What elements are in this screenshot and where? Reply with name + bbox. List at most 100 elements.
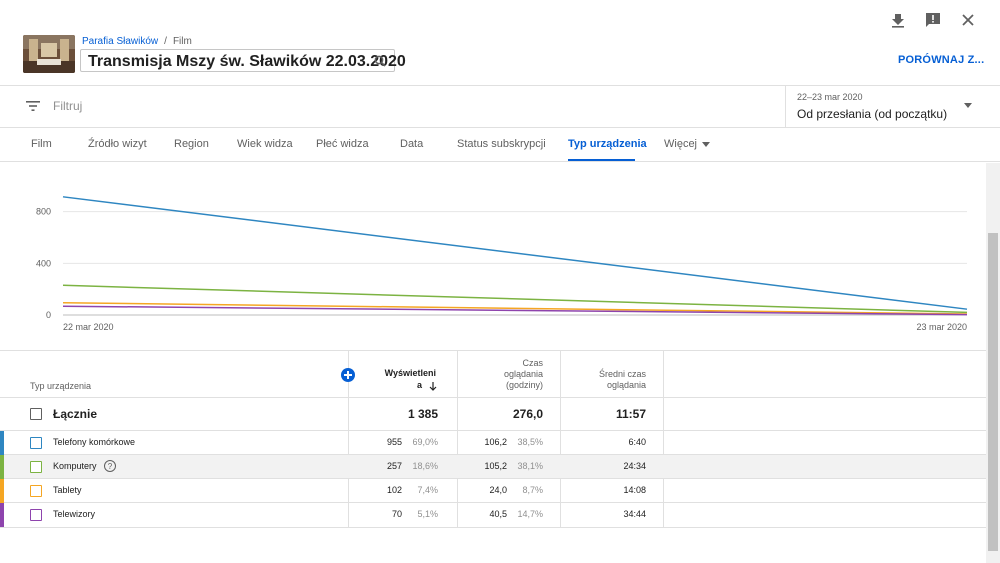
search-icon[interactable] (374, 55, 386, 67)
add-metric-icon[interactable] (341, 368, 355, 382)
series-line (62, 284, 968, 314)
breadcrumb: Parafia Sławików / Film (82, 36, 192, 47)
tab-subscription-status[interactable]: Status subskrypcji (457, 138, 546, 150)
table-row[interactable]: Telefony komórkowe 955 69,0% 106,2 38,5%… (0, 431, 986, 455)
series-color-swatch (0, 503, 4, 527)
y-tick-label: 0 (46, 310, 51, 320)
row-views-pct: 18,6% (412, 461, 438, 471)
table-row[interactable]: Telewizory 70 5,1% 40,5 14,7% 34:44 (0, 503, 986, 528)
breadcrumb-channel-link[interactable]: Parafia Sławików (82, 36, 159, 47)
video-title: Transmisja Mszy św. Sławików 22.03.2020 (88, 53, 406, 70)
column-divider (663, 351, 664, 528)
line-chart: 1 200 800 400 0 22 mar 2020 23 mar 2020 (0, 163, 986, 348)
row-watch-time: 106,2 (484, 437, 507, 447)
column-divider (348, 351, 349, 528)
row-watch-time: 105,2 (484, 461, 507, 471)
series-line (62, 305, 968, 316)
dropdown-caret-icon (964, 103, 972, 108)
video-thumbnail[interactable] (23, 35, 75, 73)
watch-time-header-line2[interactable]: oglądania (503, 369, 543, 379)
x-tick-label: 22 mar 2020 (63, 322, 114, 332)
date-range-dates: 22–23 mar 2020 (797, 92, 863, 102)
row-watch-pct: 8,7% (522, 485, 543, 495)
total-label: Łącznie (53, 407, 98, 421)
row-checkbox[interactable] (30, 461, 42, 473)
chart-divider (0, 350, 986, 351)
download-icon[interactable] (890, 12, 906, 28)
row-views: 70 (391, 509, 402, 519)
row-avg-duration: 6:40 (628, 437, 646, 447)
line-chart-svg: 1 200 800 400 0 22 mar 2020 23 mar 2020 (28, 163, 968, 332)
column-divider (457, 351, 458, 528)
filter-icon[interactable] (26, 100, 40, 112)
more-caret-icon (702, 142, 710, 147)
series-color-swatch (0, 431, 4, 455)
close-icon[interactable] (960, 12, 976, 28)
feedback-icon[interactable] (925, 12, 941, 28)
series-color-swatch (0, 479, 4, 503)
row-views: 955 (386, 437, 402, 447)
y-tick-label: 400 (36, 258, 51, 268)
tab-device-type[interactable]: Typ urządzenia (568, 138, 647, 150)
tab-film[interactable]: Film (31, 138, 52, 150)
y-tick-label: 800 (36, 207, 51, 217)
series-line (62, 196, 968, 310)
series-line (62, 301, 968, 315)
total-checkbox[interactable] (30, 408, 42, 420)
total-watch-time: 276,0 (512, 407, 543, 421)
y-tick-label: 1 200 (28, 163, 51, 165)
tab-viewer-gender[interactable]: Płeć widza (316, 138, 369, 150)
dimension-tabs: Film Źródło wizyt Region Wiek widza Płeć… (0, 128, 1000, 162)
row-label: Telewizory (53, 509, 96, 519)
active-tab-indicator (568, 159, 635, 161)
tab-region[interactable]: Region (174, 138, 209, 150)
views-header-line1[interactable]: Wyświetleni (384, 368, 436, 378)
tab-traffic-source[interactable]: Źródło wizyt (88, 138, 147, 150)
date-range-selector[interactable]: 22–23 mar 2020 Od przesłania (od początk… (785, 86, 985, 128)
table-row[interactable]: Tablety 102 7,4% 24,0 8,7% 14:08 (0, 479, 986, 503)
x-tick-label: 23 mar 2020 (916, 322, 967, 332)
breadcrumb-separator: / (164, 36, 167, 47)
tab-viewer-age[interactable]: Wiek widza (237, 138, 293, 150)
table-row[interactable]: Komputery ? 257 18,6% 105,2 38,1% 24:34 (0, 455, 986, 479)
watch-time-header-line3[interactable]: (godziny) (505, 380, 543, 390)
total-views: 1 385 (407, 407, 438, 421)
row-label: Komputery (53, 461, 97, 471)
row-avg-duration: 24:34 (623, 461, 646, 471)
row-views-pct: 7,4% (417, 485, 438, 495)
compare-button[interactable]: PORÓWNAJ Z... (898, 54, 985, 66)
video-selector[interactable]: Transmisja Mszy św. Sławików 22.03.2020 (80, 49, 406, 72)
sort-descending-icon[interactable] (429, 382, 437, 391)
tab-date[interactable]: Data (400, 138, 424, 150)
views-header-line2[interactable]: a (416, 380, 422, 390)
row-checkbox[interactable] (30, 437, 42, 449)
avg-duration-header-line1[interactable]: Średni czas (598, 369, 646, 379)
watch-time-header-line1[interactable]: Czas (522, 358, 543, 368)
row-watch-pct: 38,5% (517, 437, 543, 447)
row-watch-pct: 38,1% (517, 461, 543, 471)
help-icon[interactable]: ? (104, 460, 116, 472)
row-views: 102 (386, 485, 402, 495)
row-watch-pct: 14,7% (517, 509, 543, 519)
row-avg-duration: 14:08 (623, 485, 646, 495)
column-divider (560, 351, 561, 528)
row-watch-time: 40,5 (489, 509, 507, 519)
tab-more[interactable]: Więcej (664, 138, 698, 150)
row-label: Telefony komórkowe (53, 437, 136, 447)
filter-bar: Filtruj 22–23 mar 2020 Od przesłania (od… (0, 86, 1000, 128)
filter-input[interactable]: Filtruj (53, 99, 83, 113)
dimension-header: Typ urządzenia (30, 381, 92, 391)
row-watch-time: 24,0 (489, 485, 507, 495)
total-row: Łącznie 1 385 276,0 11:57 (0, 398, 986, 431)
scrollbar-thumb[interactable] (988, 233, 998, 551)
row-checkbox[interactable] (30, 485, 42, 497)
row-views-pct: 69,0% (412, 437, 438, 447)
row-avg-duration: 34:44 (623, 509, 646, 519)
row-checkbox[interactable] (30, 509, 42, 521)
avg-duration-header-line2[interactable]: oglądania (606, 380, 646, 390)
row-label: Tablety (53, 485, 82, 495)
row-views-pct: 5,1% (417, 509, 438, 519)
row-views: 257 (386, 461, 402, 471)
series-color-swatch (0, 455, 4, 479)
